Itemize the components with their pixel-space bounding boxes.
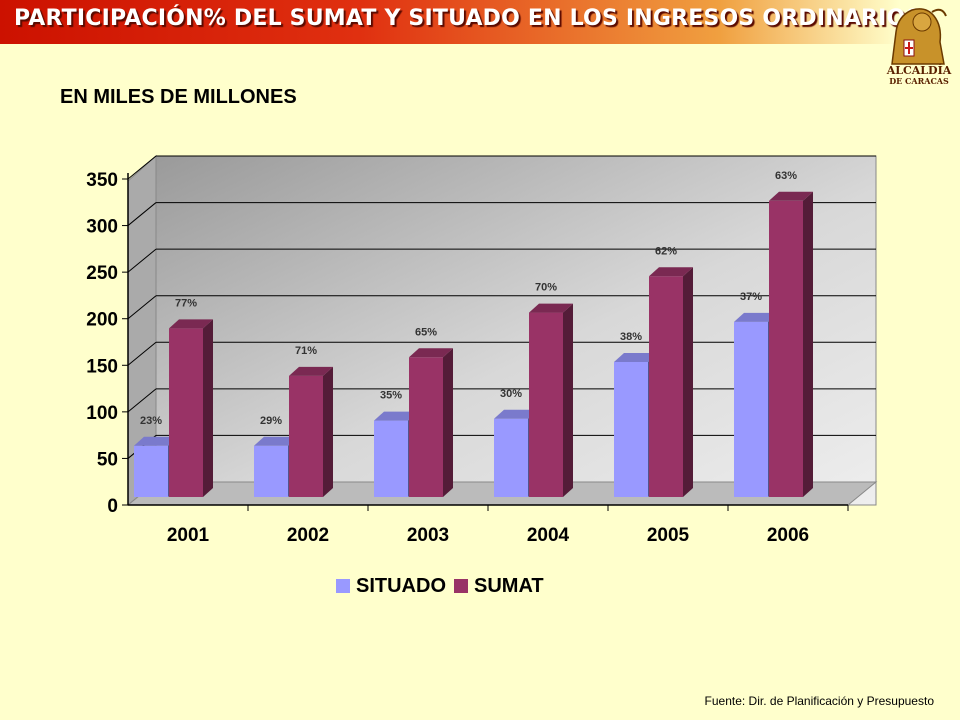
x-tick-label: 2002 [287,525,329,546]
chart-legend: SITUADO SUMAT [336,574,552,598]
bar-sumat-2006-side [803,191,813,497]
legend-swatch-situado [336,579,350,593]
bar-sumat-2004-top [529,303,573,313]
x-tick-label: 2005 [647,525,690,546]
legend-swatch-sumat [454,579,468,593]
legend-label-situado: SITUADO [356,574,446,597]
title-banner [0,0,900,44]
y-tick-label: 350 [86,170,118,191]
bar-situado-2001-top [134,436,178,446]
bar-situado-2001-data-label: 23% [140,415,162,427]
bar-situado-2004-top [494,409,538,419]
y-tick-label: 100 [86,403,118,424]
bar-sumat-2002-side [323,366,333,497]
bar-sumat-2004-data-label: 70% [535,282,557,294]
bar-sumat-2001-side [203,319,213,497]
bar-sumat-2003-data-label: 65% [415,326,437,338]
bar-situado-2005-top [614,352,658,362]
legend-item-situado: SITUADO [336,575,446,598]
bar-sumat-2003-top [409,348,453,358]
bar-situado-2002-top [254,436,298,446]
bar-situado-2004-front [494,418,528,497]
bar-sumat-2002-front [289,375,323,497]
legend-label-sumat: SUMAT [474,574,544,597]
logo-text-alcaldia: ALCALDÍA [886,64,952,77]
x-tick-label: 2004 [527,525,570,546]
bar-sumat-2005-side [683,267,693,497]
y-tick-label: 0 [107,496,118,517]
bar-situado-2006-top [734,312,778,322]
bar-sumat-2005-front [649,276,683,497]
bar-situado-2004-data-label: 30% [500,388,522,400]
y-tick-label: 200 [86,310,118,331]
bar-sumat-2006-data-label: 63% [775,170,797,182]
alcaldia-lion-logo-icon [891,8,947,65]
y-tick-label: 300 [86,217,118,238]
bar-sumat-2003-side [443,348,453,497]
gridline-diagonal [127,295,157,320]
bar-situado-2006-front [734,321,768,497]
bar-situado-2003-top [374,411,418,421]
page-title: PARTICIPACIÓN% DEL SUMAT Y SITUADO EN LO… [14,6,922,31]
legend-item-sumat: SUMAT [454,575,544,598]
gridline-diagonal [127,388,157,413]
bar-sumat-2004-front [529,312,563,497]
y-tick-label: 150 [86,356,118,377]
bar-situado-2003-data-label: 35% [380,390,402,402]
gridline-diagonal [127,341,157,366]
bar-situado-2003-front [374,420,408,497]
bar-sumat-2002-data-label: 71% [295,345,317,357]
bar-sumat-2006-front [769,200,803,497]
bar-situado-2001-front [134,445,168,497]
bar-situado-2006-data-label: 37% [740,291,762,303]
y-tick-label: 250 [86,263,118,284]
bar-sumat-2006-top [769,191,813,201]
y-tick-label: 50 [97,449,118,470]
bar-situado-2002-data-label: 29% [260,415,282,427]
bar-sumat-2001-top [169,319,213,329]
bar-situado-2005-data-label: 38% [620,331,642,343]
gridline-diagonal [127,202,157,226]
source-note: Fuente: Dir. de Planificación y Presupue… [704,694,934,708]
bar-sumat-2004-side [563,303,573,497]
bar-sumat-2005-data-label: 62% [655,245,677,257]
x-tick-label: 2001 [167,525,210,546]
gridline-diagonal [127,155,157,180]
bar-situado-2002-front [254,445,288,497]
bar-sumat-2001-data-label: 77% [175,297,197,309]
bar-sumat-2002-top [289,366,333,376]
bar-sumat-2001-front [169,328,203,497]
logo-text-caracas: DE CARACAS [889,76,949,86]
x-tick-label: 2003 [407,525,449,546]
bar-sumat-2005-top [649,267,693,277]
bar-sumat-2003-front [409,357,443,497]
units-label: EN MILES DE MILLONES [60,86,297,108]
x-tick-label: 2006 [767,525,809,546]
bar-situado-2005-front [614,361,648,497]
gridline-diagonal [127,248,157,273]
